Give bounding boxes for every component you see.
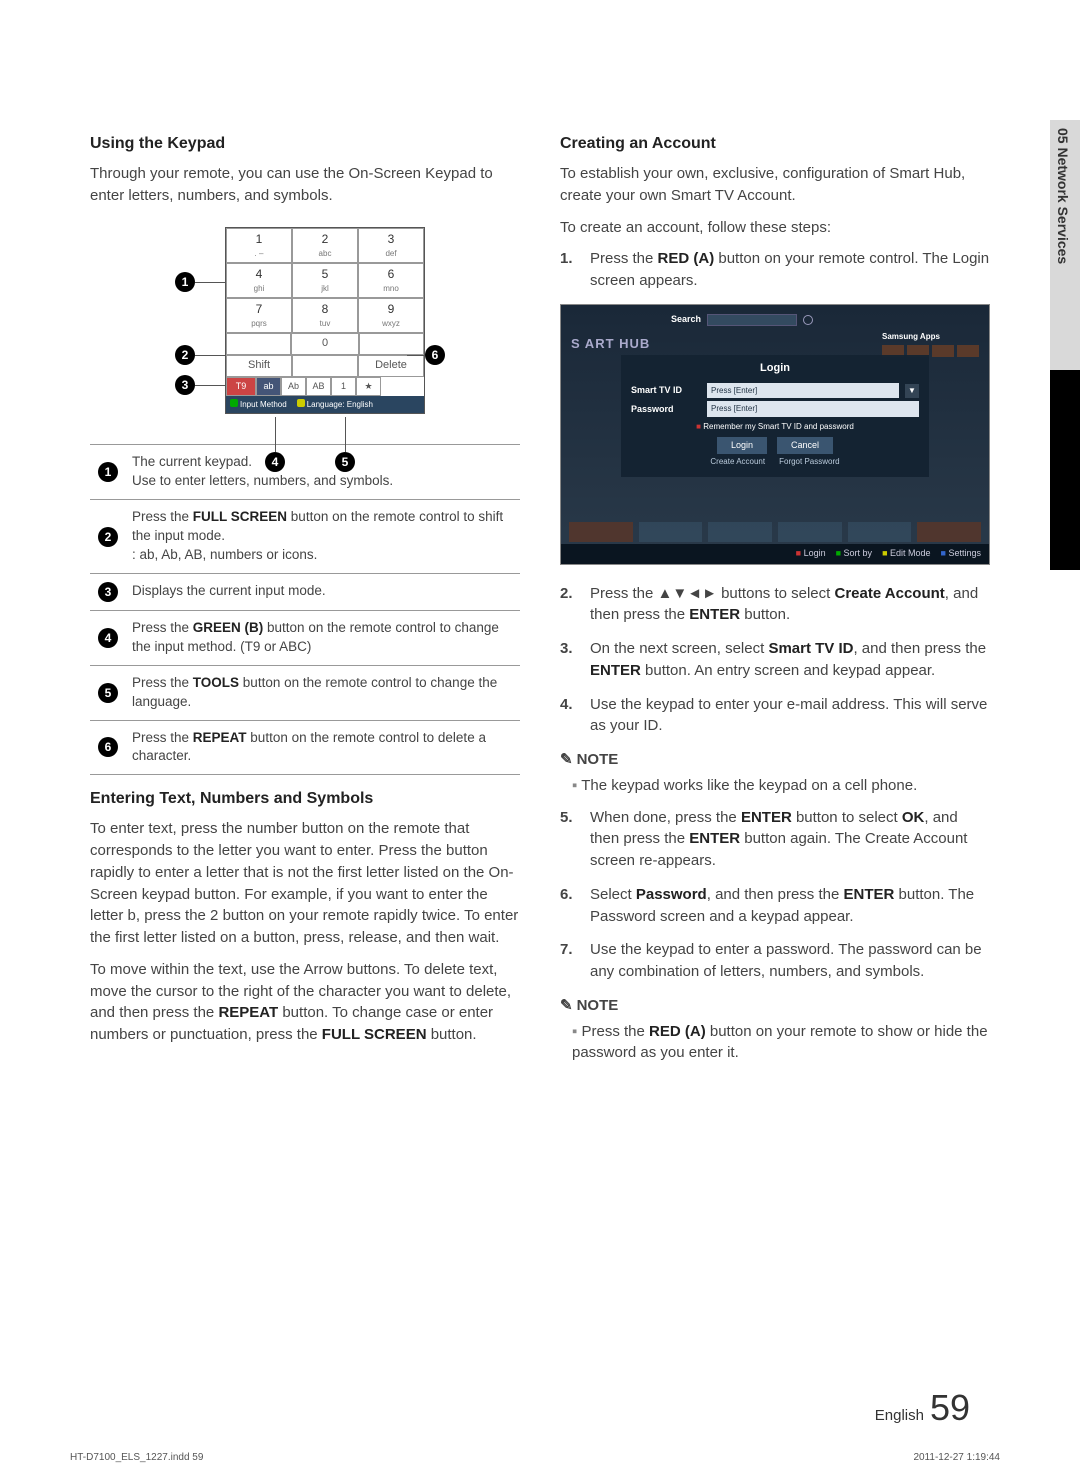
- key-delete: Delete: [358, 355, 424, 377]
- id-dropdown[interactable]: ▼: [905, 384, 919, 398]
- heading-entering: Entering Text, Numbers and Symbols: [90, 787, 520, 810]
- callout-6: 6: [425, 345, 445, 365]
- mode-ab: ab: [256, 377, 281, 396]
- login-screenshot: S ART HUB Search Samsung Apps Login Smar…: [560, 304, 990, 565]
- heading-account: Creating an Account: [560, 132, 990, 155]
- step-6: 6.Select Password, and then press the EN…: [560, 884, 990, 928]
- key-1: 1 . –: [226, 228, 292, 263]
- bottom-login: Login: [796, 547, 826, 560]
- legend-row-4: 4Press the GREEN (B) button on the remot…: [90, 610, 520, 665]
- step-2: 2. Press the ▲▼◄► buttons to select Crea…: [560, 583, 990, 627]
- keypad-intro: Through your remote, you can use the On-…: [90, 163, 520, 207]
- key-8: 8tuv: [292, 298, 358, 333]
- print-mark-left: HT-D7100_ELS_1227.indd 59: [70, 1452, 203, 1463]
- key-9: 9wxyz: [358, 298, 424, 333]
- note-heading-2: NOTE: [560, 995, 990, 1017]
- mode-AB: AB: [306, 377, 331, 396]
- section-tab-marker: [1050, 370, 1080, 570]
- keypad-legend: 1The current keypad.Use to enter letters…: [90, 444, 520, 775]
- note-1: The keypad works like the keypad on a ce…: [572, 775, 990, 797]
- id-input[interactable]: Press [Enter]: [707, 383, 899, 399]
- login-title: Login: [631, 361, 919, 377]
- callout-1: 1: [175, 272, 195, 292]
- step-4: 4.Use the keypad to enter your e-mail ad…: [560, 694, 990, 738]
- right-column: Creating an Account To establish your ow…: [560, 120, 990, 1074]
- callout-4: 4: [265, 452, 285, 472]
- account-p2: To create an account, follow these steps…: [560, 217, 990, 239]
- step-1: 1.Press the RED (A) button on your remot…: [560, 248, 990, 292]
- forgot-password-link[interactable]: Forgot Password: [779, 456, 839, 468]
- keypad-footer-lang: Language: English: [297, 399, 373, 411]
- bottom-sort: Sort by: [836, 547, 872, 560]
- login-panel: Login Smart TV ID Press [Enter] ▼ Passwo…: [621, 355, 929, 477]
- key-0: 0: [291, 333, 358, 355]
- page-footer: English59: [875, 1387, 970, 1429]
- bottom-edit: Edit Mode: [882, 547, 930, 560]
- section-tab-label: 05 Network Services: [1050, 120, 1076, 272]
- smarthub-logo: S ART HUB: [571, 335, 650, 354]
- note-heading-1: NOTE: [560, 749, 990, 771]
- print-mark-right: 2011-12-27 1:19:44: [913, 1452, 1000, 1463]
- note-2: Press the RED (A) button on your remote …: [572, 1021, 990, 1065]
- key-7: 7pqrs: [226, 298, 292, 333]
- login-button[interactable]: Login: [717, 437, 767, 454]
- callout-2: 2: [175, 345, 195, 365]
- pw-input[interactable]: Press [Enter]: [707, 401, 919, 417]
- left-column: Using the Keypad Through your remote, yo…: [90, 120, 520, 1074]
- create-account-link[interactable]: Create Account: [710, 456, 765, 468]
- pw-label: Password: [631, 403, 701, 416]
- entering-p1: To enter text, press the number button o…: [90, 818, 520, 949]
- key-4: 4ghi: [226, 263, 292, 298]
- bottom-settings: Settings: [941, 547, 981, 560]
- legend-row-1: 1The current keypad.Use to enter letters…: [90, 445, 520, 500]
- id-label: Smart TV ID: [631, 384, 701, 397]
- key-5: 5jkl: [292, 263, 358, 298]
- heading-keypad: Using the Keypad: [90, 132, 520, 155]
- key-2: 2abc: [292, 228, 358, 263]
- step-5: 5.When done, press the ENTER button to s…: [560, 807, 990, 872]
- step-7: 7.Use the keypad to enter a password. Th…: [560, 939, 990, 983]
- keypad-diagram: 1 2 3 6 4 5 1 . – 2abc3def4ghi5jkl6mno7p…: [175, 227, 435, 415]
- entering-p2: To move within the text, use the Arrow b…: [90, 959, 520, 1046]
- mode-star: ★: [356, 377, 381, 396]
- mode-1: 1: [331, 377, 356, 396]
- cancel-button[interactable]: Cancel: [777, 437, 833, 454]
- callout-3: 3: [175, 375, 195, 395]
- key-shift: Shift: [226, 355, 292, 377]
- legend-row-6: 6Press the REPEAT button on the remote c…: [90, 720, 520, 775]
- account-p1: To establish your own, exclusive, config…: [560, 163, 990, 207]
- step-3: 3.On the next screen, select Smart TV ID…: [560, 638, 990, 682]
- legend-row-2: 2Press the FULL SCREEN button on the rem…: [90, 500, 520, 574]
- key-3: 3def: [358, 228, 424, 263]
- keypad-footer-input: Input Method: [230, 399, 287, 411]
- mode-Ab: Ab: [281, 377, 306, 396]
- legend-row-5: 5Press the TOOLS button on the remote co…: [90, 665, 520, 720]
- key-6: 6mno: [358, 263, 424, 298]
- samsung-apps: Samsung Apps: [882, 331, 979, 357]
- mode-t9: T9: [226, 377, 256, 396]
- remember-check[interactable]: Remember my Smart TV ID and password: [631, 421, 919, 433]
- legend-row-3: 3Displays the current input mode.: [90, 573, 520, 610]
- callout-5: 5: [335, 452, 355, 472]
